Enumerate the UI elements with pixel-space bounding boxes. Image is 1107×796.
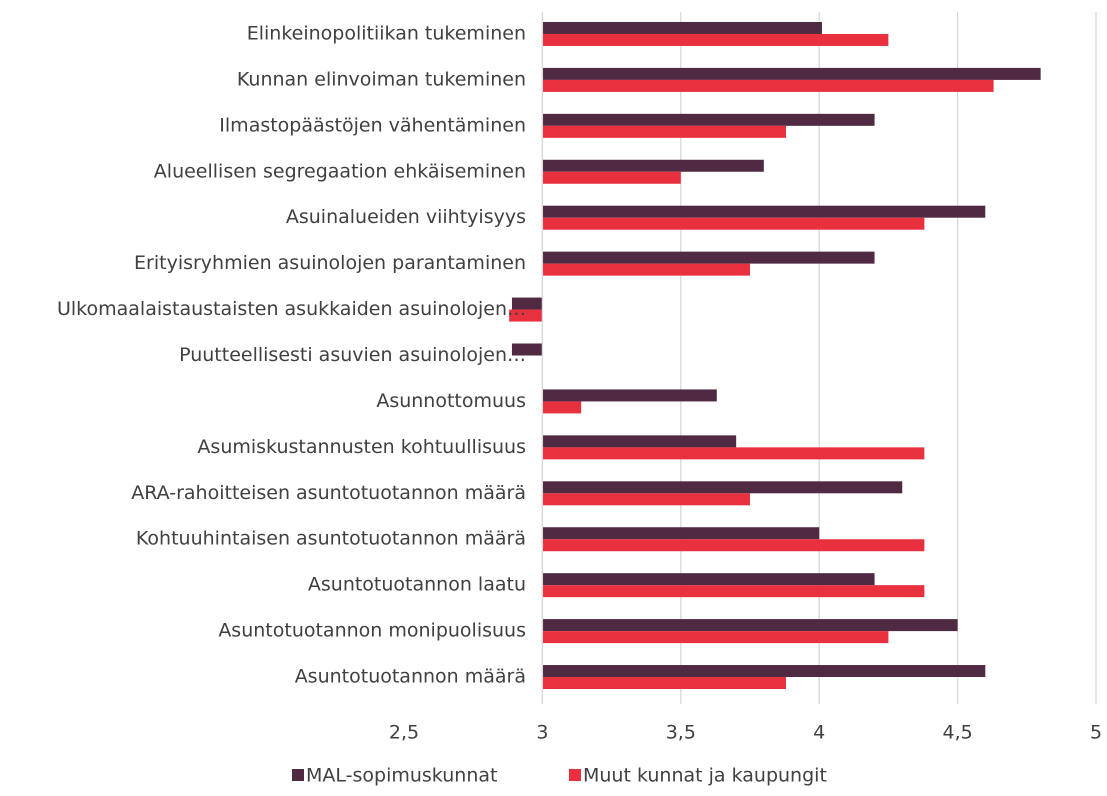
y-tick-label: Erityisryhmien asuinolojen parantaminen (134, 252, 526, 274)
y-tick-label: Asumiskustannusten kohtuullisuus (197, 436, 526, 458)
bar (542, 481, 903, 494)
bar (542, 125, 786, 138)
y-tick-label: Puutteellisesti asuvien asuinolojen… (179, 344, 526, 366)
bar (542, 205, 986, 218)
bar (542, 585, 925, 598)
bar (542, 447, 925, 460)
bar (542, 401, 582, 414)
bar (542, 665, 986, 678)
bar (542, 573, 875, 586)
y-tick-label: Alueellisen segregaation ehkäiseminen (154, 160, 526, 182)
bar (509, 309, 543, 322)
y-tick-label: Asuinalueiden viihtyisyys (286, 206, 526, 228)
x-tick-label: 4 (813, 722, 825, 744)
bar (542, 263, 750, 276)
bar (511, 297, 543, 310)
bar (542, 631, 889, 644)
bar (542, 619, 958, 632)
y-tick-label: Kohtuuhintaisen asuntotuotannon määrä (136, 528, 526, 550)
y-tick-label: Ilmastopäästöjen vähentäminen (219, 114, 526, 136)
bar (542, 21, 822, 34)
bar (542, 539, 925, 552)
bar (542, 171, 681, 184)
x-tick-label: 5 (1090, 722, 1102, 744)
y-tick-label: Asuntotuotannon määrä (295, 666, 526, 688)
legend-label: Muut kunnat ja kaupungit (583, 765, 827, 787)
bar (542, 527, 820, 540)
legend-label: MAL-sopimuskunnat (306, 765, 497, 787)
bar (542, 33, 889, 46)
bar (542, 493, 750, 506)
x-tick-label: 3 (536, 722, 548, 744)
bar (542, 389, 717, 402)
y-tick-label: Elinkeinopolitiikan tukeminen (247, 22, 526, 44)
x-tick-label: 2,5 (389, 722, 419, 744)
bar (542, 79, 994, 92)
bar (542, 159, 764, 172)
legend-swatch (292, 769, 304, 781)
x-tick-label: 3,5 (666, 722, 696, 744)
bar (542, 67, 1041, 80)
bar (542, 677, 786, 690)
y-tick-label: Asuntotuotannon monipuolisuus (218, 620, 526, 642)
y-tick-label: Asuntotuotannon laatu (308, 574, 526, 596)
bar (511, 343, 543, 356)
y-tick-label: ARA-rahoitteisen asuntotuotannon määrä (131, 482, 526, 504)
y-tick-label: Asunnottomuus (376, 390, 526, 412)
bar (542, 251, 875, 264)
bar (542, 217, 925, 230)
x-tick-label: 4,5 (942, 722, 972, 744)
y-tick-label: Ulkomaalaistaustaisten asukkaiden asuino… (57, 298, 526, 320)
bar (542, 113, 875, 126)
bar (542, 435, 737, 448)
legend-swatch (569, 769, 581, 781)
y-tick-label: Kunnan elinvoiman tukeminen (237, 68, 526, 90)
